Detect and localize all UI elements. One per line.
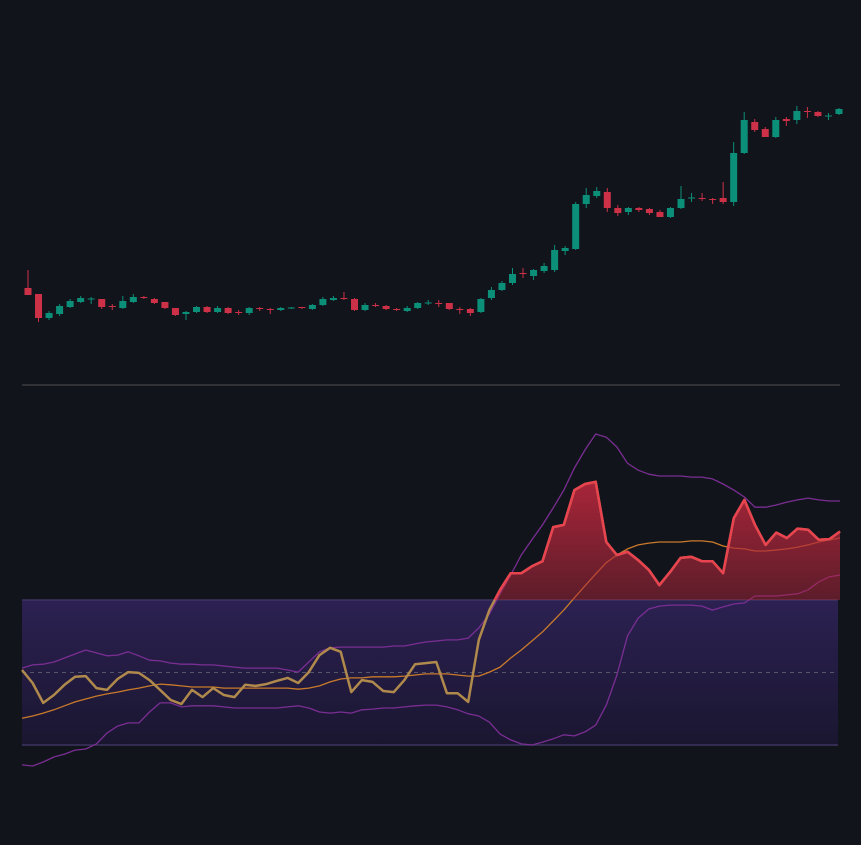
candle-body: [782, 119, 790, 121]
candle-body: [119, 301, 127, 308]
candle-body: [666, 208, 674, 217]
candle-body: [793, 111, 801, 120]
candle-body: [24, 288, 32, 295]
candle-body: [45, 313, 53, 318]
candle-body: [466, 309, 474, 313]
candle-body: [35, 294, 43, 318]
candle-body: [824, 115, 832, 117]
candle-body: [287, 307, 295, 309]
candle-body: [730, 153, 738, 202]
candle-body: [761, 129, 769, 137]
candle-body: [171, 308, 179, 315]
candle-body: [214, 308, 222, 312]
candle-body: [435, 303, 443, 304]
candle-body: [688, 197, 696, 199]
candle-body: [519, 273, 527, 274]
candle-body: [814, 112, 822, 116]
overbought-fill: [494, 481, 840, 600]
candle-body: [140, 297, 148, 298]
candle-body: [719, 198, 727, 202]
signal-line: [21, 537, 841, 719]
candle-body: [308, 305, 316, 309]
candle-body: [382, 306, 390, 309]
candle-body: [477, 299, 485, 312]
candle-body: [624, 208, 632, 212]
candle-body: [372, 305, 380, 306]
candle-body: [656, 212, 664, 217]
candle-body: [677, 199, 685, 208]
candle-body: [487, 290, 495, 298]
candle-body: [572, 204, 580, 249]
candle-body: [298, 307, 306, 308]
candle-body: [193, 307, 201, 312]
candle-body: [603, 192, 611, 208]
candle-body: [582, 195, 590, 204]
candle-body: [561, 248, 569, 251]
band-line: [21, 433, 840, 673]
candle-body: [393, 309, 401, 310]
candle-body: [530, 270, 538, 276]
candle-body: [56, 306, 64, 314]
candle-body: [540, 266, 548, 271]
candle-body: [266, 309, 274, 310]
candle-body: [635, 208, 643, 210]
candle-body: [424, 302, 432, 304]
candle-body: [614, 208, 622, 213]
candle-body: [108, 306, 116, 307]
candle-body: [87, 298, 95, 300]
band-line: [21, 574, 841, 767]
candle-body: [361, 305, 369, 310]
candle-body: [235, 312, 243, 313]
candle-body: [709, 199, 717, 200]
candle-body: [161, 302, 169, 308]
candle-body: [698, 198, 706, 199]
candle-body: [772, 120, 780, 137]
candle-body: [224, 308, 232, 313]
candle-body: [129, 297, 137, 302]
candle-body: [593, 191, 601, 196]
candle-body: [150, 299, 158, 303]
candle-body: [77, 298, 85, 302]
candle-body: [340, 298, 348, 299]
candle-body: [508, 274, 516, 283]
candle-body: [498, 283, 506, 290]
candle-body: [319, 299, 327, 305]
candle-body: [329, 298, 337, 300]
candle-body: [740, 120, 748, 153]
candle-body: [245, 308, 253, 313]
candle-body: [98, 299, 106, 307]
candle-body: [351, 299, 359, 310]
candle-body: [645, 209, 653, 213]
candle-body: [551, 250, 559, 270]
candle-body: [751, 122, 759, 130]
candle-body: [445, 303, 453, 309]
candle-body: [803, 111, 811, 112]
candle-body: [182, 312, 190, 314]
overbought-line: [493, 480, 841, 600]
candle-body: [66, 301, 74, 307]
candle-body: [456, 309, 464, 310]
candle-body: [203, 307, 211, 312]
candle-body: [414, 303, 422, 308]
candle-body: [256, 308, 264, 309]
candle-body: [277, 308, 285, 310]
candle-body: [403, 308, 411, 311]
candle-body: [835, 109, 843, 114]
